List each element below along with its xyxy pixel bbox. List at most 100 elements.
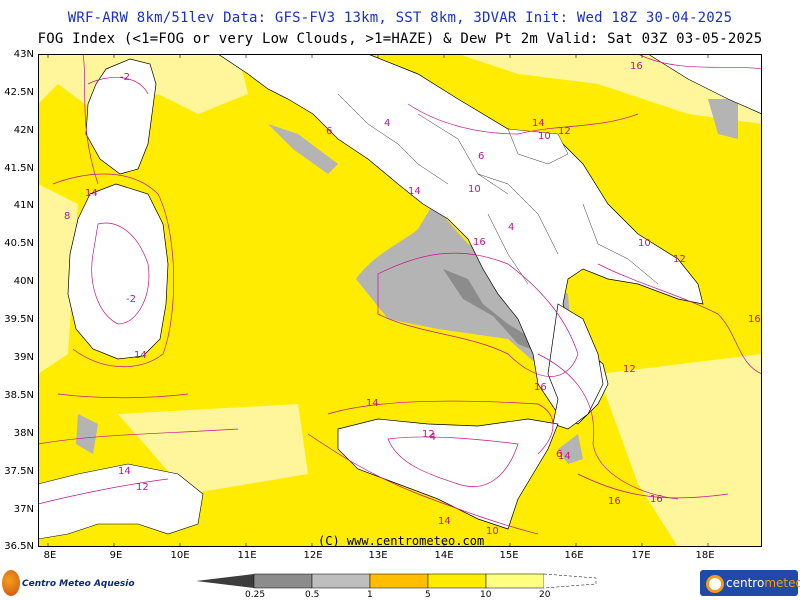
lat-label: 38N	[13, 428, 34, 439]
lat-label: 37N	[13, 504, 34, 515]
contour-label: 14	[85, 188, 98, 199]
contour-label: 12	[623, 364, 636, 375]
contour-label: 6	[478, 151, 484, 162]
contour-label: 8	[64, 211, 70, 222]
contour-label: 16	[608, 496, 621, 507]
fog-area-adriatic	[708, 99, 738, 139]
lon-label: 17E	[631, 550, 651, 561]
legend-label: 1	[367, 590, 373, 600]
legend-label: 5	[425, 590, 431, 600]
fog-area-lazio	[268, 124, 338, 174]
logo-ring-icon	[706, 575, 724, 593]
calabria-region	[547, 303, 604, 430]
product-title: FOG Index (<1=FOG or very Low Clouds, >1…	[37, 31, 763, 47]
copyright-credit: (C) www.centrometeo.com	[318, 534, 485, 548]
legend-swatch	[485, 573, 545, 589]
centro-meteo-aquesio-logo: Centro Meteo Aquesio	[2, 570, 135, 598]
lon-label: 12E	[303, 550, 323, 561]
balkan-coast	[647, 54, 762, 115]
legend-swatch	[427, 573, 487, 589]
legend-swatch	[311, 573, 371, 589]
contour-label: 16	[534, 382, 547, 393]
region-borders	[337, 93, 659, 285]
lat-label: 41N	[13, 200, 34, 211]
contour-label: 14	[438, 516, 451, 527]
contour-labels: -2 14 8 -2 14 4 6 6 10 12 14 14 10 16 4 …	[64, 61, 761, 537]
lon-label: 10E	[170, 550, 190, 561]
legend-label: 0.5	[305, 590, 320, 600]
legend-swatch	[253, 573, 313, 589]
contour-label: 10	[468, 184, 481, 195]
legend-label: 20	[539, 590, 551, 600]
lat-label: 41.5N	[4, 163, 34, 174]
contour-label: 6	[556, 449, 562, 460]
lat-label: 40N	[13, 276, 34, 287]
logo-emblem-icon	[2, 570, 20, 596]
contour-label: 6	[326, 126, 332, 137]
contour-label: 12	[422, 429, 435, 440]
lon-label: 16E	[564, 550, 584, 561]
logo-right-text: centrometeo	[726, 576, 800, 590]
lat-label: 37.5N	[4, 466, 34, 477]
lat-label: 40.5N	[4, 238, 34, 249]
color-legend	[196, 573, 597, 589]
haze-band	[598, 354, 762, 547]
contour-label: 12	[673, 254, 686, 265]
legend-swatch	[369, 573, 429, 589]
lat-label: 42N	[13, 125, 34, 136]
sardinia-island	[67, 183, 169, 360]
lat-label: 38.5N	[4, 390, 34, 401]
contour-label: -2	[120, 72, 130, 83]
contour-label: 14	[134, 350, 147, 361]
contour-label: 10	[538, 131, 551, 142]
lat-label: 43N	[13, 49, 34, 60]
map-frame	[38, 54, 762, 547]
lon-label: 11E	[237, 550, 257, 561]
lat-label: 42.5N	[4, 87, 34, 98]
fog-area-tunisia	[76, 414, 98, 454]
lon-label: 13E	[368, 550, 388, 561]
model-title: WRF-ARW 8km/51lev Data: GFS-FV3 13km, SS…	[67, 10, 733, 26]
lon-label: 15E	[499, 550, 519, 561]
fog-index-map: -2 14 8 -2 14 4 6 6 10 12 14 14 10 16 4 …	[38, 54, 762, 547]
contour-label: 14	[408, 186, 421, 197]
lon-label: 9E	[109, 550, 123, 561]
tunisia-coast	[38, 463, 204, 540]
contour-label: 10	[638, 238, 651, 249]
fog-area-ionian	[558, 434, 583, 464]
contour-label: 12	[558, 126, 571, 137]
lat-label: 39N	[13, 352, 34, 363]
contour-label: 14	[532, 118, 545, 129]
contour-label: 4	[508, 222, 514, 233]
low-cloud-area	[443, 269, 543, 354]
contour-label: 16	[473, 237, 486, 248]
logo-left-text: Centro Meteo Aquesio	[22, 579, 135, 589]
contour-label: 14	[366, 398, 379, 409]
sicily-island	[337, 418, 559, 530]
contour-label: 4	[384, 118, 390, 129]
contour-label: 16	[748, 314, 761, 325]
lon-label: 8E	[43, 550, 57, 561]
contour-label: 16	[650, 494, 663, 505]
contour-label: -2	[126, 294, 136, 305]
corsica-island	[85, 58, 157, 175]
contour-label: -4	[426, 432, 436, 443]
legend-label: 0.25	[245, 590, 266, 600]
contour-label: 14	[118, 466, 131, 477]
lon-label: 14E	[434, 550, 454, 561]
contour-label: 12	[136, 482, 149, 493]
contour-label: 16	[630, 61, 643, 72]
legend-label: 10	[480, 590, 492, 600]
centrometeo-logo: centrometeo	[700, 570, 800, 596]
lat-label: 39.5N	[4, 314, 34, 325]
contour-label: 14	[558, 451, 571, 462]
lat-label: 36.5N	[4, 541, 34, 552]
dewpoint-contours	[38, 54, 762, 535]
legend-arrow-low	[196, 574, 254, 588]
contour-label: 10	[486, 526, 499, 537]
italy-mainland	[217, 54, 704, 425]
haze-band	[38, 184, 78, 374]
gargano-area	[507, 128, 569, 165]
legend-arrow-high	[543, 573, 597, 589]
haze-band	[118, 404, 308, 494]
